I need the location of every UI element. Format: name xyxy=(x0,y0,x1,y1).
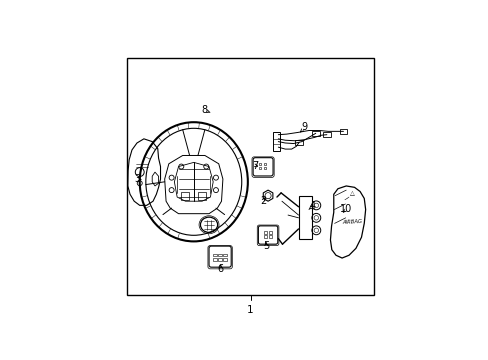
Bar xyxy=(268,231,271,234)
Bar xyxy=(258,163,261,166)
Bar xyxy=(298,196,311,239)
Text: AIRBAG: AIRBAG xyxy=(342,219,362,225)
Bar xyxy=(339,129,346,134)
Text: 2: 2 xyxy=(260,195,265,206)
Text: 4: 4 xyxy=(309,201,315,211)
Bar xyxy=(213,258,216,261)
Bar xyxy=(263,235,266,238)
Text: 1: 1 xyxy=(247,305,253,315)
Bar xyxy=(213,253,216,256)
Bar xyxy=(223,258,226,261)
Bar xyxy=(263,231,266,234)
Bar xyxy=(258,167,261,169)
Text: 10: 10 xyxy=(340,204,352,214)
Bar xyxy=(322,132,330,138)
Text: 8: 8 xyxy=(202,105,207,115)
Text: 3: 3 xyxy=(134,174,140,184)
Text: $\triangle$: $\triangle$ xyxy=(347,189,355,198)
Bar xyxy=(268,235,271,238)
Text: 5: 5 xyxy=(263,241,269,251)
Bar xyxy=(263,163,266,166)
Bar xyxy=(218,258,222,261)
Bar xyxy=(295,140,303,145)
Bar xyxy=(127,58,373,296)
Bar xyxy=(311,131,319,136)
Bar xyxy=(263,167,266,169)
Bar xyxy=(181,192,189,200)
Text: 9: 9 xyxy=(301,122,307,132)
Bar xyxy=(223,253,226,256)
Bar xyxy=(198,192,205,200)
Bar xyxy=(218,253,222,256)
Text: 6: 6 xyxy=(217,264,224,274)
Bar xyxy=(272,132,279,151)
Text: 7: 7 xyxy=(251,161,258,171)
